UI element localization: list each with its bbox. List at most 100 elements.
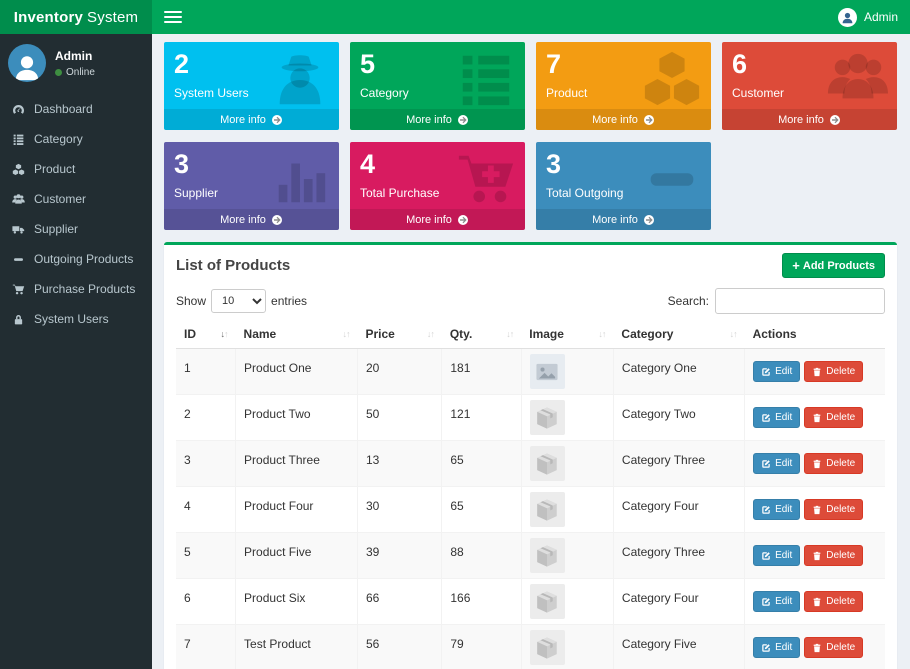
- pencil-square-icon: [761, 551, 771, 561]
- edit-button[interactable]: Edit: [753, 407, 801, 428]
- delete-button[interactable]: Delete: [804, 591, 864, 612]
- package-icon: [534, 497, 560, 523]
- package-icon: [534, 405, 560, 431]
- main-content: 2 System Users More info 5 Category More i…: [152, 34, 910, 669]
- delete-button[interactable]: Delete: [804, 453, 864, 474]
- cell-category: Category One: [612, 348, 745, 395]
- edit-button[interactable]: Edit: [753, 637, 801, 658]
- table-row: 1 Product One 20 181 Category One Edit De…: [176, 348, 885, 395]
- sidebar-item-label: System Users: [34, 312, 109, 326]
- sidebar-toggle-icon[interactable]: [164, 8, 182, 26]
- users-icon: [12, 193, 25, 206]
- delete-button[interactable]: Delete: [804, 499, 864, 520]
- sidebar-item-system-users[interactable]: System Users: [0, 304, 152, 334]
- cell-category: Category Three: [612, 440, 745, 487]
- sort-icon: ↓↑: [506, 329, 514, 339]
- table-row: 5 Product Five 39 88 Category Three Edit…: [176, 532, 885, 579]
- more-info-label: More info: [592, 213, 638, 226]
- product-image[interactable]: [529, 400, 565, 435]
- product-image[interactable]: [529, 538, 565, 573]
- more-info-link[interactable]: More info: [722, 109, 897, 130]
- trash-icon: [812, 505, 822, 515]
- product-image[interactable]: [529, 630, 565, 665]
- trash-icon: [812, 643, 822, 653]
- edit-button[interactable]: Edit: [753, 361, 801, 382]
- user-menu[interactable]: Admin: [837, 7, 898, 27]
- col-header-price[interactable]: Price ↓↑: [357, 322, 442, 349]
- more-info-link[interactable]: More info: [536, 109, 711, 130]
- cell-id: 3: [176, 440, 236, 487]
- cell-id: 7: [176, 624, 236, 669]
- edit-button[interactable]: Edit: [753, 499, 801, 520]
- cell-id: 1: [176, 348, 236, 395]
- gauge-icon: [12, 103, 25, 116]
- sidebar-item-category[interactable]: Category: [0, 124, 152, 154]
- product-image[interactable]: [529, 446, 565, 481]
- page-length-select[interactable]: 10: [211, 289, 267, 313]
- search-input[interactable]: [715, 288, 885, 314]
- more-info-link[interactable]: More info: [536, 209, 711, 230]
- cell-id: 6: [176, 578, 236, 625]
- arrow-circle-icon: [643, 114, 655, 126]
- sidebar-item-customer[interactable]: Customer: [0, 184, 152, 214]
- person-icon: [12, 52, 42, 82]
- more-info-label: More info: [406, 113, 452, 126]
- add-products-button[interactable]: + Add Products: [782, 253, 885, 278]
- more-info-link[interactable]: More info: [350, 209, 525, 230]
- sidebar-item-label: Outgoing Products: [34, 252, 134, 266]
- col-header-image[interactable]: Image ↓↑: [521, 322, 614, 349]
- stat-label: Product: [546, 86, 588, 101]
- cell-price: 13: [356, 440, 442, 487]
- stat-label: Customer: [732, 86, 785, 101]
- main-header: Inventory System Admin: [0, 0, 910, 34]
- delete-button[interactable]: Delete: [804, 637, 864, 658]
- stat-label: System Users: [174, 86, 249, 101]
- product-image[interactable]: [529, 354, 565, 389]
- col-header-category[interactable]: Category ↓↑: [613, 322, 745, 349]
- show-label: Show: [176, 294, 207, 308]
- sidebar-item-supplier[interactable]: Supplier: [0, 214, 152, 244]
- sort-icon: ↓↑: [426, 329, 435, 339]
- sidebar-item-dashboard[interactable]: Dashboard: [0, 94, 152, 124]
- arrow-circle-icon: [271, 214, 283, 226]
- delete-button[interactable]: Delete: [804, 361, 864, 382]
- cell-qty: 65: [441, 440, 522, 487]
- arrow-circle-icon: [457, 114, 469, 126]
- more-info-link[interactable]: More info: [164, 209, 339, 230]
- cell-name: Product One: [235, 348, 358, 395]
- delete-button[interactable]: Delete: [804, 407, 864, 428]
- brand-bold: Inventory: [13, 8, 84, 26]
- product-image[interactable]: [529, 492, 565, 527]
- brand-rest: System: [87, 8, 139, 26]
- stat-box-supplier: 3 Supplier More info: [164, 142, 339, 230]
- sidebar-item-product[interactable]: Product: [0, 154, 152, 184]
- pencil-square-icon: [761, 597, 771, 607]
- online-dot-icon: [55, 68, 62, 76]
- sidebar-menu: Dashboard Category Product Customer Supp…: [0, 94, 152, 334]
- sidebar-item-outgoing-products[interactable]: Outgoing Products: [0, 244, 152, 274]
- cart-plus-icon: [455, 148, 517, 210]
- delete-button[interactable]: Delete: [804, 545, 864, 566]
- edit-button[interactable]: Edit: [753, 453, 801, 474]
- edit-button[interactable]: Edit: [753, 591, 801, 612]
- user-menu-label: Admin: [863, 10, 898, 24]
- stat-boxes: 2 System Users More info 5 Category More i…: [164, 42, 897, 230]
- more-info-link[interactable]: More info: [350, 109, 525, 130]
- more-info-link[interactable]: More info: [164, 109, 339, 130]
- brand-logo[interactable]: Inventory System: [0, 0, 152, 34]
- sidebar-item-purchase-products[interactable]: Purchase Products: [0, 274, 152, 304]
- table-row: 2 Product Two 50 121 Category Two Edit De…: [176, 394, 885, 441]
- sidebar: Admin Online Dashboard Category Product …: [0, 34, 152, 669]
- col-header-name[interactable]: Name ↓↑: [235, 322, 358, 349]
- edit-button[interactable]: Edit: [753, 545, 801, 566]
- trash-icon: [812, 367, 822, 377]
- arrow-circle-icon: [643, 214, 655, 226]
- sidebar-item-label: Product: [34, 162, 76, 176]
- col-header-qty[interactable]: Qty. ↓↑: [441, 322, 522, 349]
- col-header-id[interactable]: ID ↓↑: [176, 322, 236, 349]
- cell-qty: 79: [441, 624, 522, 669]
- product-image[interactable]: [529, 584, 565, 619]
- sidebar-user-panel: Admin Online: [0, 34, 152, 94]
- cart-icon: [12, 283, 25, 296]
